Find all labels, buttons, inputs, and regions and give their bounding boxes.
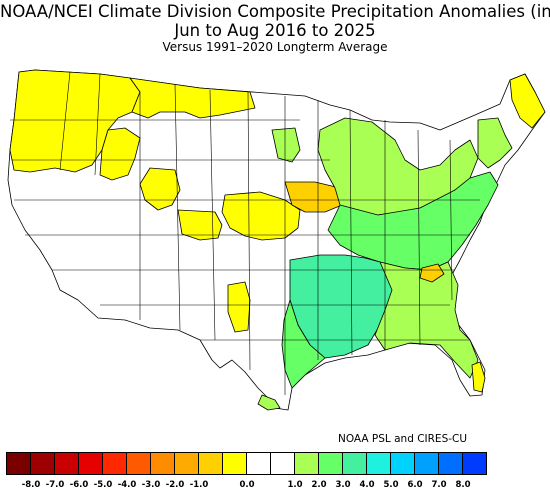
legend-swatch [271, 453, 295, 474]
region-east-texas [281, 299, 326, 389]
baseline-note: Versus 1991–2020 Longterm Average [162, 40, 388, 54]
legend-tick-label: -1.0 [189, 480, 209, 490]
legend-swatch [295, 453, 319, 474]
region-new-england [477, 117, 513, 169]
legend-swatch [127, 453, 151, 474]
legend-swatch [199, 453, 223, 474]
region-minnesota-east [271, 127, 301, 163]
legend-swatch [415, 453, 439, 474]
legend-tick-label: 0.0 [239, 480, 255, 490]
legend-tick-label: 8.0 [455, 480, 471, 490]
legend-swatch [7, 453, 31, 474]
credit-text: NOAA PSL and CIRES-CU [338, 433, 468, 445]
legend-swatch [439, 453, 463, 474]
legend-swatch [463, 453, 486, 474]
legend-swatch [319, 453, 343, 474]
legend-tick-label: 1.0 [287, 480, 303, 490]
legend-swatch [367, 453, 391, 474]
map-subtitle: Jun to Aug 2016 to 2025 [174, 21, 376, 40]
legend-swatch [175, 453, 199, 474]
map-title: NOAA/NCEI Climate Division Composite Pre… [0, 2, 550, 21]
legend-tick-label: 7.0 [431, 480, 447, 490]
legend-tick-label: -2.0 [165, 480, 185, 490]
legend-swatch [223, 453, 247, 474]
legend-tick-label: -7.0 [45, 480, 65, 490]
legend-tick-label: -5.0 [93, 480, 113, 490]
region-northern-maine [509, 73, 546, 129]
legend-tick-label: 6.0 [407, 480, 423, 490]
region-colorado-plains [177, 209, 223, 241]
legend-tick-label: -3.0 [141, 480, 161, 490]
legend-tick-label: -6.0 [69, 480, 89, 490]
region-montana-south [99, 127, 141, 181]
us-climate-division-map [7, 69, 546, 411]
legend-swatch [391, 453, 415, 474]
color-legend-ticks: -8.0 -7.0 -6.0 -5.0 -4.0 -3.0 -2.0 -1.0 0.0 1.0 2.… [0, 480, 550, 492]
region-south-texas [257, 394, 281, 411]
legend-tick-label: 4.0 [359, 480, 375, 490]
legend-tick-label: 5.0 [383, 480, 399, 490]
legend-tick-label: 2.0 [311, 480, 327, 490]
legend-swatch [55, 453, 79, 474]
region-iowa [284, 181, 343, 213]
region-carolinas-foothills [419, 263, 445, 283]
legend-swatch [79, 453, 103, 474]
legend-swatch [103, 453, 127, 474]
legend-swatch [343, 453, 367, 474]
legend-swatch [31, 453, 55, 474]
legend-tick-label: 3.0 [335, 480, 351, 490]
color-legend-bar [6, 452, 487, 475]
legend-swatch [151, 453, 175, 474]
legend-swatch [247, 453, 271, 474]
legend-tick-label: -4.0 [117, 480, 137, 490]
region-northern-plains-north [129, 77, 256, 119]
region-new-mexico [227, 281, 251, 333]
legend-tick-label: -8.0 [21, 480, 41, 490]
region-wyoming-west [139, 167, 181, 211]
region-south-florida [471, 361, 486, 393]
